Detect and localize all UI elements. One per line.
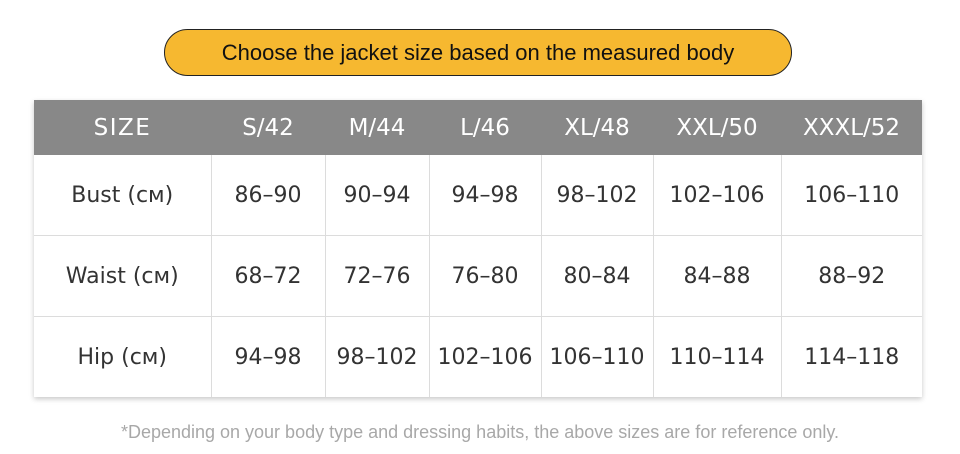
row-label-hip: Hip (см) bbox=[34, 316, 212, 397]
table-row-bust: Bust (см) 86–90 90–94 94–98 98–102 102–1… bbox=[34, 155, 922, 236]
table-cell: 110–114 bbox=[653, 316, 782, 397]
header-xxl50: XXL/50 bbox=[653, 100, 781, 155]
table-cell: 90–94 bbox=[325, 155, 430, 236]
size-table: SIZE S/42 M/44 L/46 XL/48 XXL/50 XXXL/52… bbox=[34, 100, 922, 397]
table-cell: 68–72 bbox=[211, 235, 326, 317]
table-cell: 72–76 bbox=[325, 235, 430, 317]
table-cell: 106–110 bbox=[781, 155, 922, 236]
header-row: SIZE S/42 M/44 L/46 XL/48 XXL/50 XXXL/52 bbox=[34, 100, 922, 155]
table-cell: 94–98 bbox=[429, 155, 542, 236]
reference-footnote: *Depending on your body type and dressin… bbox=[120, 422, 840, 442]
header-xl48: XL/48 bbox=[541, 100, 653, 155]
table-cell: 84–88 bbox=[653, 235, 782, 317]
header-m44: M/44 bbox=[325, 100, 429, 155]
header-s42: S/42 bbox=[211, 100, 325, 155]
table-cell: 102–106 bbox=[429, 316, 542, 397]
table-cell: 98–102 bbox=[325, 316, 430, 397]
table-cell: 114–118 bbox=[804, 344, 900, 370]
table-cell: 76–80 bbox=[429, 235, 542, 317]
table-cell: 88–92 bbox=[781, 235, 922, 317]
table-cell: 98–102 bbox=[541, 155, 654, 236]
header-l46: L/46 bbox=[429, 100, 541, 155]
table-cell: 94–98 bbox=[211, 316, 326, 397]
table-row-hip: Hip (см) 94–98 98–102 102–106 106–110 11… bbox=[34, 316, 922, 397]
table-cell: 102–106 bbox=[653, 155, 782, 236]
header-xxxl52: XXXL/52 bbox=[781, 100, 922, 155]
row-label-waist: Waist (см) bbox=[34, 235, 212, 317]
table-cell: 106–110 bbox=[541, 316, 654, 397]
table-row-waist: Waist (см) 68–72 72–76 76–80 80–84 84–88… bbox=[34, 235, 922, 317]
table-cell: 80–84 bbox=[541, 235, 654, 317]
table-cell: 86–90 bbox=[211, 155, 326, 236]
title-banner-text: Choose the jacket size based on the meas… bbox=[221, 39, 735, 65]
row-label-bust: Bust (см) bbox=[34, 155, 212, 236]
title-banner: Choose the jacket size based on the meas… bbox=[164, 29, 792, 76]
header-size: SIZE bbox=[34, 100, 211, 155]
